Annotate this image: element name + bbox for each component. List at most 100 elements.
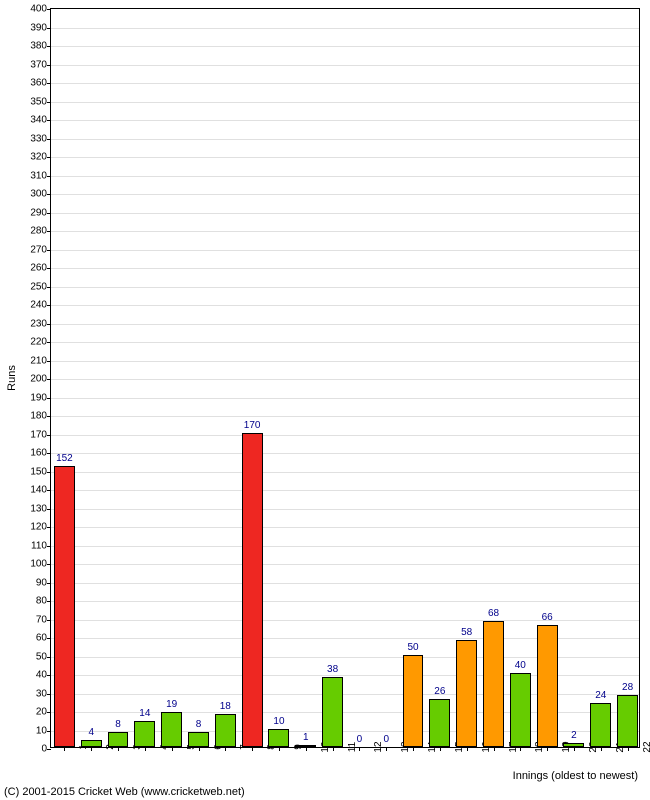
y-tick-label: 120 <box>30 522 51 533</box>
plot-area: 0102030405060708090100110120130140150160… <box>50 8 640 748</box>
bar <box>537 625 558 747</box>
gridline <box>51 176 639 177</box>
y-tick-label: 300 <box>30 189 51 200</box>
gridline <box>51 453 639 454</box>
gridline <box>51 268 639 269</box>
y-tick-label: 190 <box>30 392 51 403</box>
y-tick-label: 150 <box>30 466 51 477</box>
bar <box>242 433 263 748</box>
x-tick-label: 22 <box>628 741 650 752</box>
y-tick-label: 160 <box>30 448 51 459</box>
bar-value-label: 50 <box>407 642 418 653</box>
bar-value-label: 2 <box>571 730 577 741</box>
bar <box>134 721 155 747</box>
gridline <box>51 509 639 510</box>
gridline <box>51 194 639 195</box>
y-tick-label: 180 <box>30 411 51 422</box>
bar <box>590 703 611 747</box>
bar-value-label: 38 <box>327 664 338 675</box>
y-tick-label: 280 <box>30 226 51 237</box>
gridline <box>51 398 639 399</box>
gridline <box>51 564 639 565</box>
y-tick-label: 50 <box>36 651 51 662</box>
copyright-text: (C) 2001-2015 Cricket Web (www.cricketwe… <box>4 786 245 798</box>
gridline <box>51 231 639 232</box>
gridline <box>51 435 639 436</box>
bar <box>403 655 424 748</box>
gridline <box>51 416 639 417</box>
bar <box>510 673 531 747</box>
bar <box>617 695 638 747</box>
y-axis-title: Runs <box>6 365 18 391</box>
bar-value-label: 152 <box>56 453 73 464</box>
bar-value-label: 24 <box>595 690 606 701</box>
gridline <box>51 305 639 306</box>
y-tick-label: 330 <box>30 133 51 144</box>
y-tick-label: 270 <box>30 244 51 255</box>
y-tick-label: 320 <box>30 152 51 163</box>
bar-value-label: 68 <box>488 608 499 619</box>
bar-value-label: 26 <box>434 686 445 697</box>
gridline <box>51 287 639 288</box>
y-tick-label: 370 <box>30 59 51 70</box>
y-tick-label: 0 <box>41 744 51 755</box>
gridline <box>51 65 639 66</box>
y-tick-label: 240 <box>30 300 51 311</box>
gridline <box>51 546 639 547</box>
y-tick-label: 400 <box>30 4 51 15</box>
gridline <box>51 361 639 362</box>
bar-value-label: 66 <box>542 612 553 623</box>
y-tick-label: 230 <box>30 318 51 329</box>
chart-container: 0102030405060708090100110120130140150160… <box>0 0 650 800</box>
bar-value-label: 8 <box>196 719 202 730</box>
y-tick-label: 290 <box>30 207 51 218</box>
gridline <box>51 102 639 103</box>
gridline <box>51 46 639 47</box>
y-tick-label: 310 <box>30 170 51 181</box>
bar <box>54 466 75 747</box>
y-tick-label: 390 <box>30 22 51 33</box>
y-tick-label: 110 <box>31 540 51 551</box>
y-tick-label: 100 <box>30 559 51 570</box>
bar-value-label: 19 <box>166 699 177 710</box>
bar <box>429 699 450 747</box>
y-tick-label: 10 <box>36 725 51 736</box>
y-tick-label: 60 <box>36 633 51 644</box>
gridline <box>51 213 639 214</box>
bar-value-label: 40 <box>515 660 526 671</box>
bar-value-label: 18 <box>220 701 231 712</box>
y-tick-label: 70 <box>36 614 51 625</box>
bar-value-label: 14 <box>139 708 150 719</box>
y-tick-label: 30 <box>36 688 51 699</box>
y-tick-label: 360 <box>30 78 51 89</box>
gridline <box>51 120 639 121</box>
y-tick-label: 340 <box>30 115 51 126</box>
y-tick-label: 200 <box>30 374 51 385</box>
y-tick-label: 130 <box>30 503 51 514</box>
y-tick-label: 210 <box>30 355 51 366</box>
gridline <box>51 583 639 584</box>
gridline <box>51 83 639 84</box>
gridline <box>51 28 639 29</box>
y-tick-label: 260 <box>30 263 51 274</box>
bar-value-label: 10 <box>273 716 284 727</box>
y-tick-label: 40 <box>36 670 51 681</box>
bar-value-label: 28 <box>622 682 633 693</box>
gridline <box>51 342 639 343</box>
gridline <box>51 139 639 140</box>
bar <box>322 677 343 747</box>
gridline <box>51 157 639 158</box>
y-tick-label: 140 <box>30 485 51 496</box>
bar <box>215 714 236 747</box>
y-tick-label: 350 <box>30 96 51 107</box>
x-tick-label: 11 <box>333 742 358 752</box>
gridline <box>51 472 639 473</box>
y-tick-label: 90 <box>36 577 51 588</box>
y-tick-label: 250 <box>30 281 51 292</box>
x-axis-title: Innings (oldest to newest) <box>513 770 638 782</box>
bar <box>161 712 182 747</box>
bar-value-label: 170 <box>244 420 261 431</box>
gridline <box>51 250 639 251</box>
y-tick-label: 170 <box>30 429 51 440</box>
bar-value-label: 8 <box>115 719 121 730</box>
